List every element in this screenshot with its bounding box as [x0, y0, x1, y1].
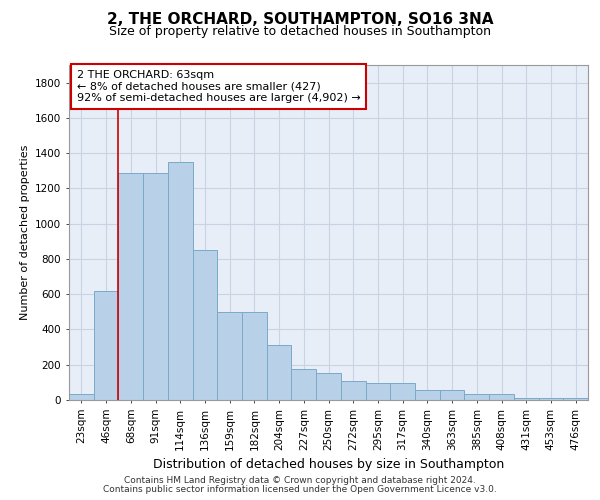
Bar — [341, 380, 365, 400]
Text: 2, THE ORCHARD, SOUTHAMPTON, SO16 3NA: 2, THE ORCHARD, SOUTHAMPTON, SO16 3NA — [107, 12, 493, 28]
Bar — [217, 312, 242, 400]
Bar — [390, 383, 415, 400]
Text: Contains public sector information licensed under the Open Government Licence v3: Contains public sector information licen… — [103, 485, 497, 494]
Bar — [514, 398, 539, 400]
Bar — [292, 369, 316, 400]
Bar — [563, 398, 588, 400]
Bar — [242, 312, 267, 400]
Bar — [267, 346, 292, 400]
X-axis label: Distribution of detached houses by size in Southampton: Distribution of detached houses by size … — [153, 458, 504, 471]
Bar — [118, 172, 143, 400]
Bar — [94, 290, 118, 400]
Bar — [464, 394, 489, 400]
Text: Contains HM Land Registry data © Crown copyright and database right 2024.: Contains HM Land Registry data © Crown c… — [124, 476, 476, 485]
Text: 2 THE ORCHARD: 63sqm
← 8% of detached houses are smaller (427)
92% of semi-detac: 2 THE ORCHARD: 63sqm ← 8% of detached ho… — [77, 70, 361, 103]
Bar — [365, 383, 390, 400]
Bar — [69, 394, 94, 400]
Bar — [193, 250, 217, 400]
Y-axis label: Number of detached properties: Number of detached properties — [20, 145, 29, 320]
Bar — [539, 398, 563, 400]
Text: Size of property relative to detached houses in Southampton: Size of property relative to detached ho… — [109, 25, 491, 38]
Bar — [316, 372, 341, 400]
Bar — [168, 162, 193, 400]
Bar — [489, 394, 514, 400]
Bar — [415, 390, 440, 400]
Bar — [440, 390, 464, 400]
Bar — [143, 172, 168, 400]
